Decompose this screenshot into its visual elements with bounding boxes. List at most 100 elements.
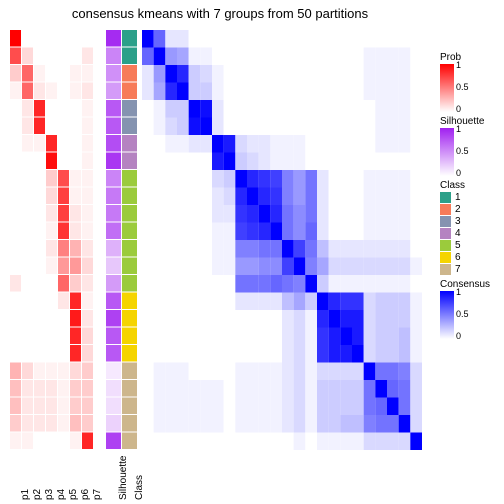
consensus-cell — [294, 30, 306, 48]
consensus-cell — [142, 205, 154, 223]
anno-cell — [46, 380, 57, 397]
consensus-cell — [364, 170, 376, 188]
consensus-cell — [200, 205, 212, 223]
consensus-cell — [387, 345, 399, 363]
consensus-cell — [364, 328, 376, 346]
consensus-cell — [270, 65, 282, 83]
consensus-cell — [224, 275, 236, 293]
legend-label: 1 — [455, 192, 461, 203]
anno-cell — [106, 398, 121, 415]
consensus-cell — [282, 275, 294, 293]
consensus-cell — [364, 205, 376, 223]
consensus-cell — [212, 240, 224, 258]
consensus-cell — [364, 415, 376, 433]
anno-cell — [122, 223, 137, 240]
legend-label: 7 — [455, 264, 461, 275]
anno-cell — [34, 48, 45, 65]
consensus-cell — [364, 433, 376, 451]
legend-tick: 0.5 — [456, 146, 469, 156]
consensus-cell — [142, 135, 154, 153]
anno-cell — [10, 205, 21, 222]
consensus-cell — [340, 275, 352, 293]
consensus-cell — [294, 345, 306, 363]
consensus-cell — [294, 310, 306, 328]
consensus-cell — [317, 258, 329, 276]
consensus-cell — [270, 188, 282, 206]
consensus-cell — [259, 118, 271, 136]
anno-cell — [34, 398, 45, 415]
consensus-cell — [165, 100, 177, 118]
consensus-cell — [375, 398, 387, 416]
consensus-cell — [294, 258, 306, 276]
consensus-cell — [270, 205, 282, 223]
consensus-cell — [154, 30, 166, 48]
consensus-cell — [387, 398, 399, 416]
consensus-cell — [340, 223, 352, 241]
legend-title: Class — [440, 180, 500, 191]
consensus-cell — [364, 83, 376, 101]
consensus-cell — [142, 118, 154, 136]
consensus-cell — [387, 65, 399, 83]
consensus-cell — [189, 258, 201, 276]
anno-cell — [58, 153, 69, 170]
consensus-cell — [235, 65, 247, 83]
consensus-cell — [387, 118, 399, 136]
consensus-cell — [270, 328, 282, 346]
anno-cell — [22, 100, 33, 117]
anno-cell — [70, 65, 81, 82]
consensus-cell — [212, 415, 224, 433]
anno-cell — [22, 170, 33, 187]
consensus-cell — [282, 30, 294, 48]
consensus-cell — [410, 135, 422, 153]
consensus-cell — [154, 188, 166, 206]
consensus-cell — [364, 153, 376, 171]
consensus-cell — [189, 170, 201, 188]
consensus-cell — [317, 153, 329, 171]
consensus-cell — [224, 170, 236, 188]
consensus-cell — [142, 275, 154, 293]
anno-cell — [106, 48, 121, 65]
anno-cell — [58, 100, 69, 117]
consensus-cell — [189, 118, 201, 136]
consensus-cell — [410, 310, 422, 328]
consensus-cell — [305, 188, 317, 206]
consensus-cell — [235, 258, 247, 276]
consensus-cell — [375, 30, 387, 48]
consensus-cell — [410, 153, 422, 171]
consensus-cell — [200, 30, 212, 48]
anno-cell — [34, 258, 45, 275]
consensus-cell — [212, 170, 224, 188]
consensus-cell — [294, 100, 306, 118]
anno-cell — [70, 170, 81, 187]
consensus-cell — [399, 205, 411, 223]
consensus-cell — [340, 135, 352, 153]
consensus-cell — [154, 345, 166, 363]
anno-cell — [122, 240, 137, 257]
legends-panel: Prob10.50Silhouette10.50Class1234567Cons… — [440, 48, 500, 339]
consensus-cell — [224, 328, 236, 346]
anno-cell — [82, 153, 93, 170]
anno-cell — [34, 363, 45, 380]
consensus-cell — [270, 345, 282, 363]
consensus-cell — [352, 170, 364, 188]
consensus-cell — [177, 83, 189, 101]
consensus-cell — [247, 380, 259, 398]
consensus-cell — [142, 100, 154, 118]
anno-cell — [22, 118, 33, 135]
consensus-cell — [305, 240, 317, 258]
consensus-cell — [212, 48, 224, 66]
consensus-cell — [235, 118, 247, 136]
consensus-cell — [259, 135, 271, 153]
consensus-cell — [259, 48, 271, 66]
anno-cell — [46, 170, 57, 187]
consensus-cell — [177, 328, 189, 346]
consensus-cell — [165, 258, 177, 276]
consensus-cell — [142, 398, 154, 416]
consensus-cell — [200, 398, 212, 416]
anno-cell — [70, 293, 81, 310]
consensus-cell — [352, 433, 364, 451]
anno-cell — [46, 223, 57, 240]
consensus-cell — [340, 293, 352, 311]
anno-cell — [70, 188, 81, 205]
consensus-cell — [340, 153, 352, 171]
